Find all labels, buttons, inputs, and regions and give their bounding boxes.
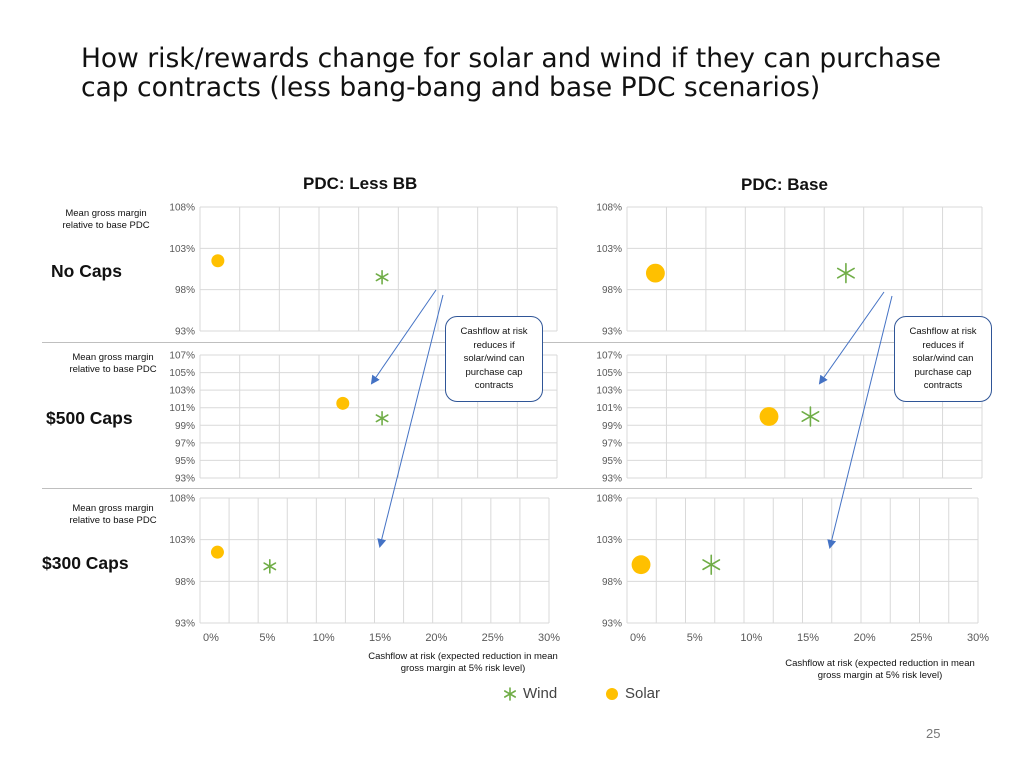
y-axis-label-row3: Mean gross margin relative to base PDC (69, 503, 157, 526)
y-tick-label: 108% (169, 203, 195, 214)
x-tick-label: 0% (630, 632, 646, 644)
solar-circle-icon (606, 687, 618, 700)
y-tick-label: 105% (596, 368, 622, 379)
arrow-base-to-500 (818, 291, 885, 385)
y-tick-label: 103% (169, 386, 195, 397)
y-tick-label: 97% (175, 438, 195, 449)
wind-point (801, 406, 820, 427)
y-axis-label-row2: Mean gross margin relative to base PDC (69, 352, 157, 375)
y-tick-label: 101% (169, 403, 195, 414)
y-tick-label: 107% (596, 351, 622, 362)
wind-point (375, 410, 389, 426)
y-tick-label: 107% (169, 351, 195, 362)
solar-point (336, 396, 350, 410)
x-tick-label: 15% (369, 632, 391, 644)
row-separator-2 (42, 488, 972, 489)
y-tick-label: 93% (602, 619, 622, 630)
y-tick-label: 99% (602, 421, 622, 432)
row-label-300-caps: $300 Caps (42, 553, 129, 573)
y-tick-label: 108% (169, 494, 195, 505)
arrow-less-bb-to-500 (370, 289, 437, 385)
y-tick-label: 98% (175, 577, 195, 588)
x-tick-label: 25% (482, 632, 504, 644)
panel-4: 93% 95% 97% 99% 101% 103% 105% 107% (596, 351, 983, 485)
page-number: 25 (926, 726, 941, 741)
panel-1: 93% 98% 103% 108% (169, 203, 558, 338)
x-tick-label: 25% (910, 632, 932, 644)
row-label-500-caps: $500 Caps (46, 408, 133, 428)
x-tick-label: 5% (687, 632, 703, 644)
x-tick-label: 15% (797, 632, 819, 644)
x-tick-label: 20% (425, 632, 447, 644)
wind-point (836, 262, 855, 284)
y-tick-label: 98% (602, 577, 622, 588)
legend-solar: Solar (605, 685, 660, 702)
y-tick-label: 103% (596, 244, 622, 255)
column-title-less-bb: PDC: Less BB (303, 174, 418, 193)
y-tick-label: 103% (596, 386, 622, 397)
y-tick-label: 95% (602, 456, 622, 467)
slide-title: How risk/rewards change for solar and wi… (81, 43, 942, 103)
solar-point (645, 263, 665, 283)
y-tick-label: 98% (175, 285, 195, 296)
wind-point (375, 269, 389, 285)
x-tick-label: 10% (740, 632, 762, 644)
y-tick-label: 103% (169, 244, 195, 255)
arrow-base-to-300 (827, 295, 893, 549)
y-tick-label: 99% (175, 421, 195, 432)
legend-wind-label: Wind (523, 685, 558, 702)
x-tick-label: 10% (313, 632, 335, 644)
y-tick-label: 108% (596, 203, 622, 214)
x-tick-label: 0% (203, 632, 219, 644)
y-tick-label: 101% (596, 403, 622, 414)
y-tick-label: 93% (175, 474, 195, 485)
y-tick-label: 108% (596, 494, 622, 505)
callout-base: Cashflow at risk reduces if solar/wind c… (894, 316, 992, 402)
wind-point (702, 554, 721, 575)
callout-less-bb: Cashflow at risk reduces if solar/wind c… (445, 316, 543, 402)
wind-point (263, 559, 277, 574)
solar-point (210, 545, 224, 559)
x-tick-label: 30% (538, 632, 560, 644)
solar-point (759, 407, 779, 426)
x-tick-label: 20% (854, 632, 876, 644)
y-tick-label: 103% (596, 535, 622, 546)
y-axis-label-row1: Mean gross margin relative to base PDC (62, 208, 150, 231)
legend-solar-label: Solar (625, 685, 661, 702)
wind-star-icon (503, 686, 516, 701)
x-axis-label-less-bb: Cashflow at risk (expected reduction in … (368, 651, 558, 674)
panel-6: 93% 98% 103% 108% 0% 5% 10% 15% 20% 25% 30% (596, 494, 989, 645)
solar-point (631, 555, 651, 575)
y-tick-label: 95% (175, 456, 195, 467)
x-tick-label: 30% (967, 632, 989, 644)
y-tick-label: 93% (602, 327, 622, 338)
y-tick-label: 98% (602, 285, 622, 296)
x-axis-label-base: Cashflow at risk (expected reduction in … (785, 658, 975, 681)
arrow-less-bb-to-300 (377, 294, 444, 548)
legend-wind: Wind (503, 685, 557, 702)
y-tick-label: 103% (169, 535, 195, 546)
y-tick-label: 93% (175, 619, 195, 630)
panel-5: 93% 98% 103% 108% 0% 5% 10% 15% 20% 25% 30% (169, 494, 560, 645)
y-tick-label: 105% (169, 368, 195, 379)
y-tick-label: 97% (602, 438, 622, 449)
column-title-base: PDC: Base (741, 175, 828, 194)
y-tick-label: 93% (175, 327, 195, 338)
panel-3: 93% 95% 97% 99% 101% 103% 105% 107% (169, 351, 558, 485)
solar-point (211, 254, 225, 268)
x-tick-label: 5% (259, 632, 275, 644)
row-label-no-caps: No Caps (51, 261, 122, 281)
y-tick-label: 93% (602, 474, 622, 485)
